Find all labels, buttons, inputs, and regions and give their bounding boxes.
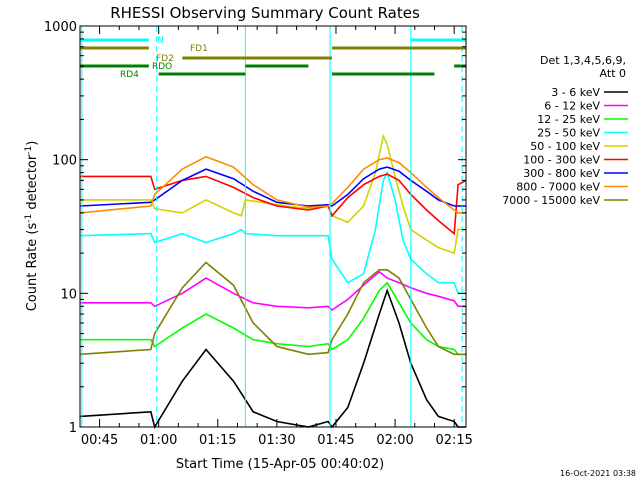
- y-tick-label: 100: [52, 154, 77, 169]
- series-line-50-100: [80, 133, 466, 255]
- marker-layer: [81, 26, 463, 427]
- series-line-800-7000: [79, 155, 466, 214]
- series-line-12-25: [80, 281, 466, 356]
- legend-header-line: Det 1,3,4,5,6,9,: [540, 54, 626, 67]
- x-tick-label: 01:00: [140, 433, 177, 448]
- x-tick-label: 00:45: [81, 433, 118, 448]
- series-layer: [79, 133, 467, 430]
- series-line-25-50: [79, 170, 466, 295]
- legend-label-25-50: 25 - 50 keV: [537, 127, 600, 140]
- flag-label-fd2: FD2: [156, 54, 174, 64]
- y-axis-label-sup2: -1: [24, 146, 34, 155]
- y-tick-label: 1000: [44, 20, 77, 35]
- x-tick-label: 02:00: [376, 433, 413, 448]
- series-line-300-800: [79, 166, 466, 207]
- chart-title: RHESSI Observing Summary Count Rates: [110, 4, 420, 22]
- legend-header-line: Att 0: [600, 67, 626, 80]
- y-axis-label: Count Rate (s-1 detector-1): [24, 141, 40, 312]
- y-axis-label-main: Count Rate (s: [25, 223, 40, 312]
- legend-label-800-7000: 800 - 7000 keV: [516, 181, 600, 194]
- y-tick-label: 10: [60, 287, 77, 302]
- flag-label-n: N: [157, 36, 164, 46]
- series-line-6-12: [80, 270, 466, 312]
- plot-frame: [79, 25, 467, 428]
- x-tick-label: 01:45: [317, 433, 354, 448]
- x-tick-label: 02:15: [435, 433, 472, 448]
- axis-layer: 00:45 01:00 01:15 01:30 01:45 02:00 02:15 1 10 10…: [44, 20, 473, 448]
- legend-label-12-25: 12 - 25 keV: [537, 113, 600, 126]
- y-axis-label-sup1: -1: [24, 214, 34, 223]
- x-axis-label: Start Time (15-Apr-05 00:40:02): [176, 457, 384, 472]
- flag-label-rdo: RDO: [152, 62, 172, 72]
- legend-label-3-6: 3 - 6 keV: [551, 86, 600, 99]
- legend-label-6-12: 6 - 12 keV: [544, 100, 600, 113]
- series-line-7000-15000: [79, 261, 466, 356]
- y-axis-label-mid: detector: [25, 154, 40, 214]
- legend-label-300-800: 300 - 800 keV: [523, 167, 600, 180]
- timestamp: 16-Oct-2021 03:38: [560, 469, 636, 478]
- legend-label-7000-15000: 7000 - 15000 keV: [502, 194, 600, 207]
- series-line-100-300: [80, 173, 467, 236]
- legend-label-50-100: 50 - 100 keV: [530, 140, 600, 153]
- legend-label-100-300: 100 - 300 keV: [523, 154, 600, 167]
- flag-label-fd1: FD1: [190, 44, 208, 54]
- flag-label-rd4: RD4: [120, 70, 139, 80]
- x-tick-label: 01:30: [258, 433, 295, 448]
- y-tick-label: 1: [69, 421, 77, 436]
- series-line-3-6: [79, 288, 466, 430]
- y-axis-label-end: ): [25, 141, 40, 146]
- x-tick-label: 01:15: [199, 433, 236, 448]
